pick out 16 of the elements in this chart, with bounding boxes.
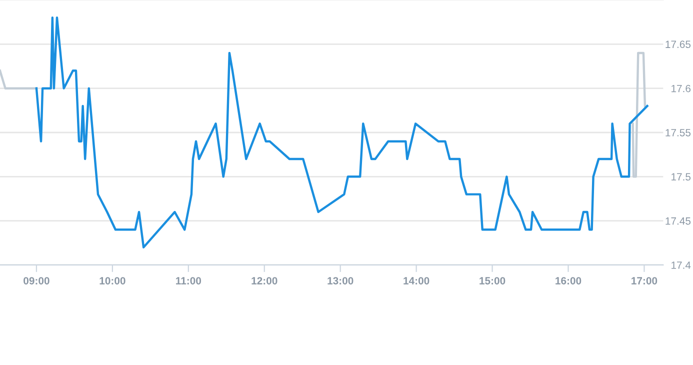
x-tick-label: 15:00 [480, 277, 506, 284]
x-tick-label: 13:00 [328, 277, 354, 284]
y-tick-label: 17.55 [666, 129, 691, 136]
y-tick-label: 17.6 [672, 84, 691, 92]
y-tick-label: 17.5 [672, 173, 691, 181]
x-tick-label: 16:00 [556, 277, 582, 284]
x-tick-label: 14:00 [404, 277, 430, 284]
x-tick-label: 09:00 [24, 277, 50, 284]
x-tick-label: 17:00 [632, 277, 658, 284]
x-tick-label: 10:00 [100, 277, 126, 284]
y-tick-label: 17.65 [666, 40, 691, 48]
line-series [35, 16, 648, 248]
y-tick-label: 17.45 [666, 217, 691, 225]
x-tick-label: 11:00 [176, 277, 202, 284]
y-tick-label: 17.4 [672, 262, 691, 269]
x-tick-label: 12:00 [252, 277, 278, 284]
